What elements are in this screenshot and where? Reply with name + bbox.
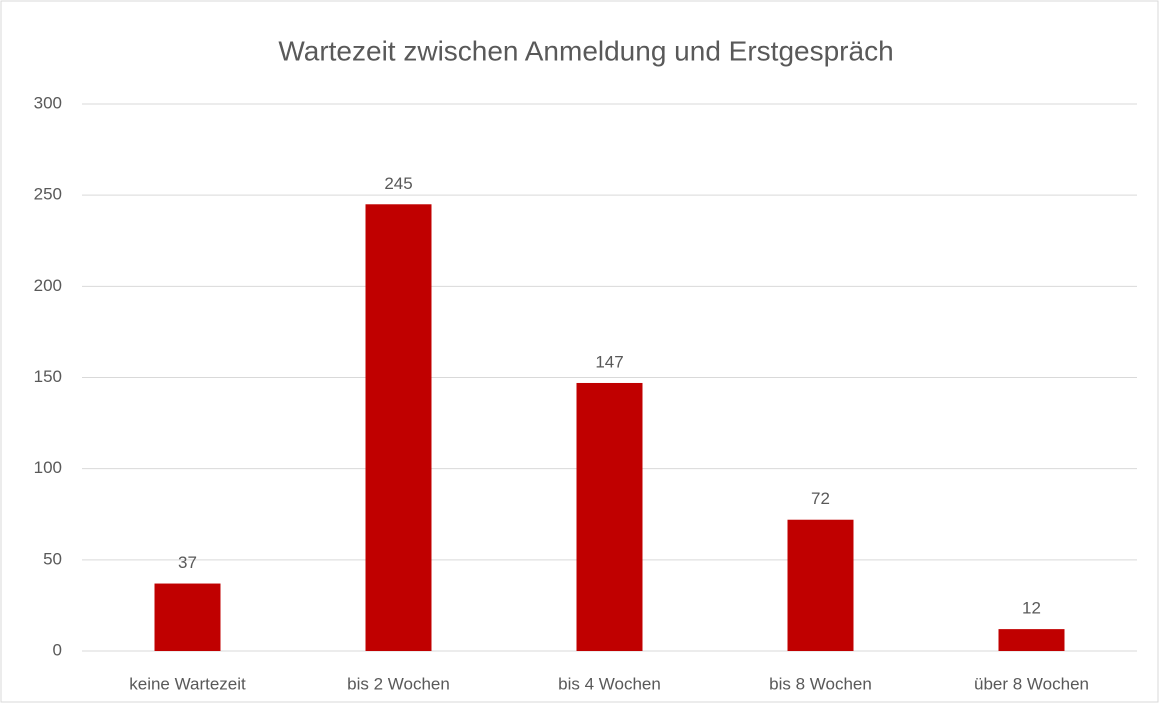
y-tick-label: 150 bbox=[34, 367, 62, 386]
x-tick-label: bis 8 Wochen bbox=[769, 674, 872, 693]
bar bbox=[365, 204, 432, 652]
data-label: 12 bbox=[1022, 599, 1041, 618]
bar bbox=[998, 629, 1065, 651]
y-tick-label: 50 bbox=[43, 549, 62, 568]
data-label: 245 bbox=[384, 174, 412, 193]
bar bbox=[787, 519, 854, 651]
y-tick-label: 300 bbox=[34, 93, 62, 112]
x-tick-label: keine Wartezeit bbox=[129, 674, 246, 693]
bar bbox=[154, 583, 221, 651]
x-tick-label: bis 4 Wochen bbox=[558, 674, 661, 693]
x-tick-label: über 8 Wochen bbox=[974, 674, 1089, 693]
data-label: 147 bbox=[595, 352, 623, 371]
y-tick-label: 250 bbox=[34, 185, 62, 204]
y-tick-label: 200 bbox=[34, 276, 62, 295]
x-tick-label: bis 2 Wochen bbox=[347, 674, 450, 693]
y-tick-label: 0 bbox=[53, 640, 62, 659]
data-label: 37 bbox=[178, 553, 197, 572]
data-label: 72 bbox=[811, 489, 830, 508]
chart-title: Wartezeit zwischen Anmeldung und Erstges… bbox=[278, 35, 893, 66]
y-tick-label: 100 bbox=[34, 458, 62, 477]
bar bbox=[576, 382, 643, 651]
